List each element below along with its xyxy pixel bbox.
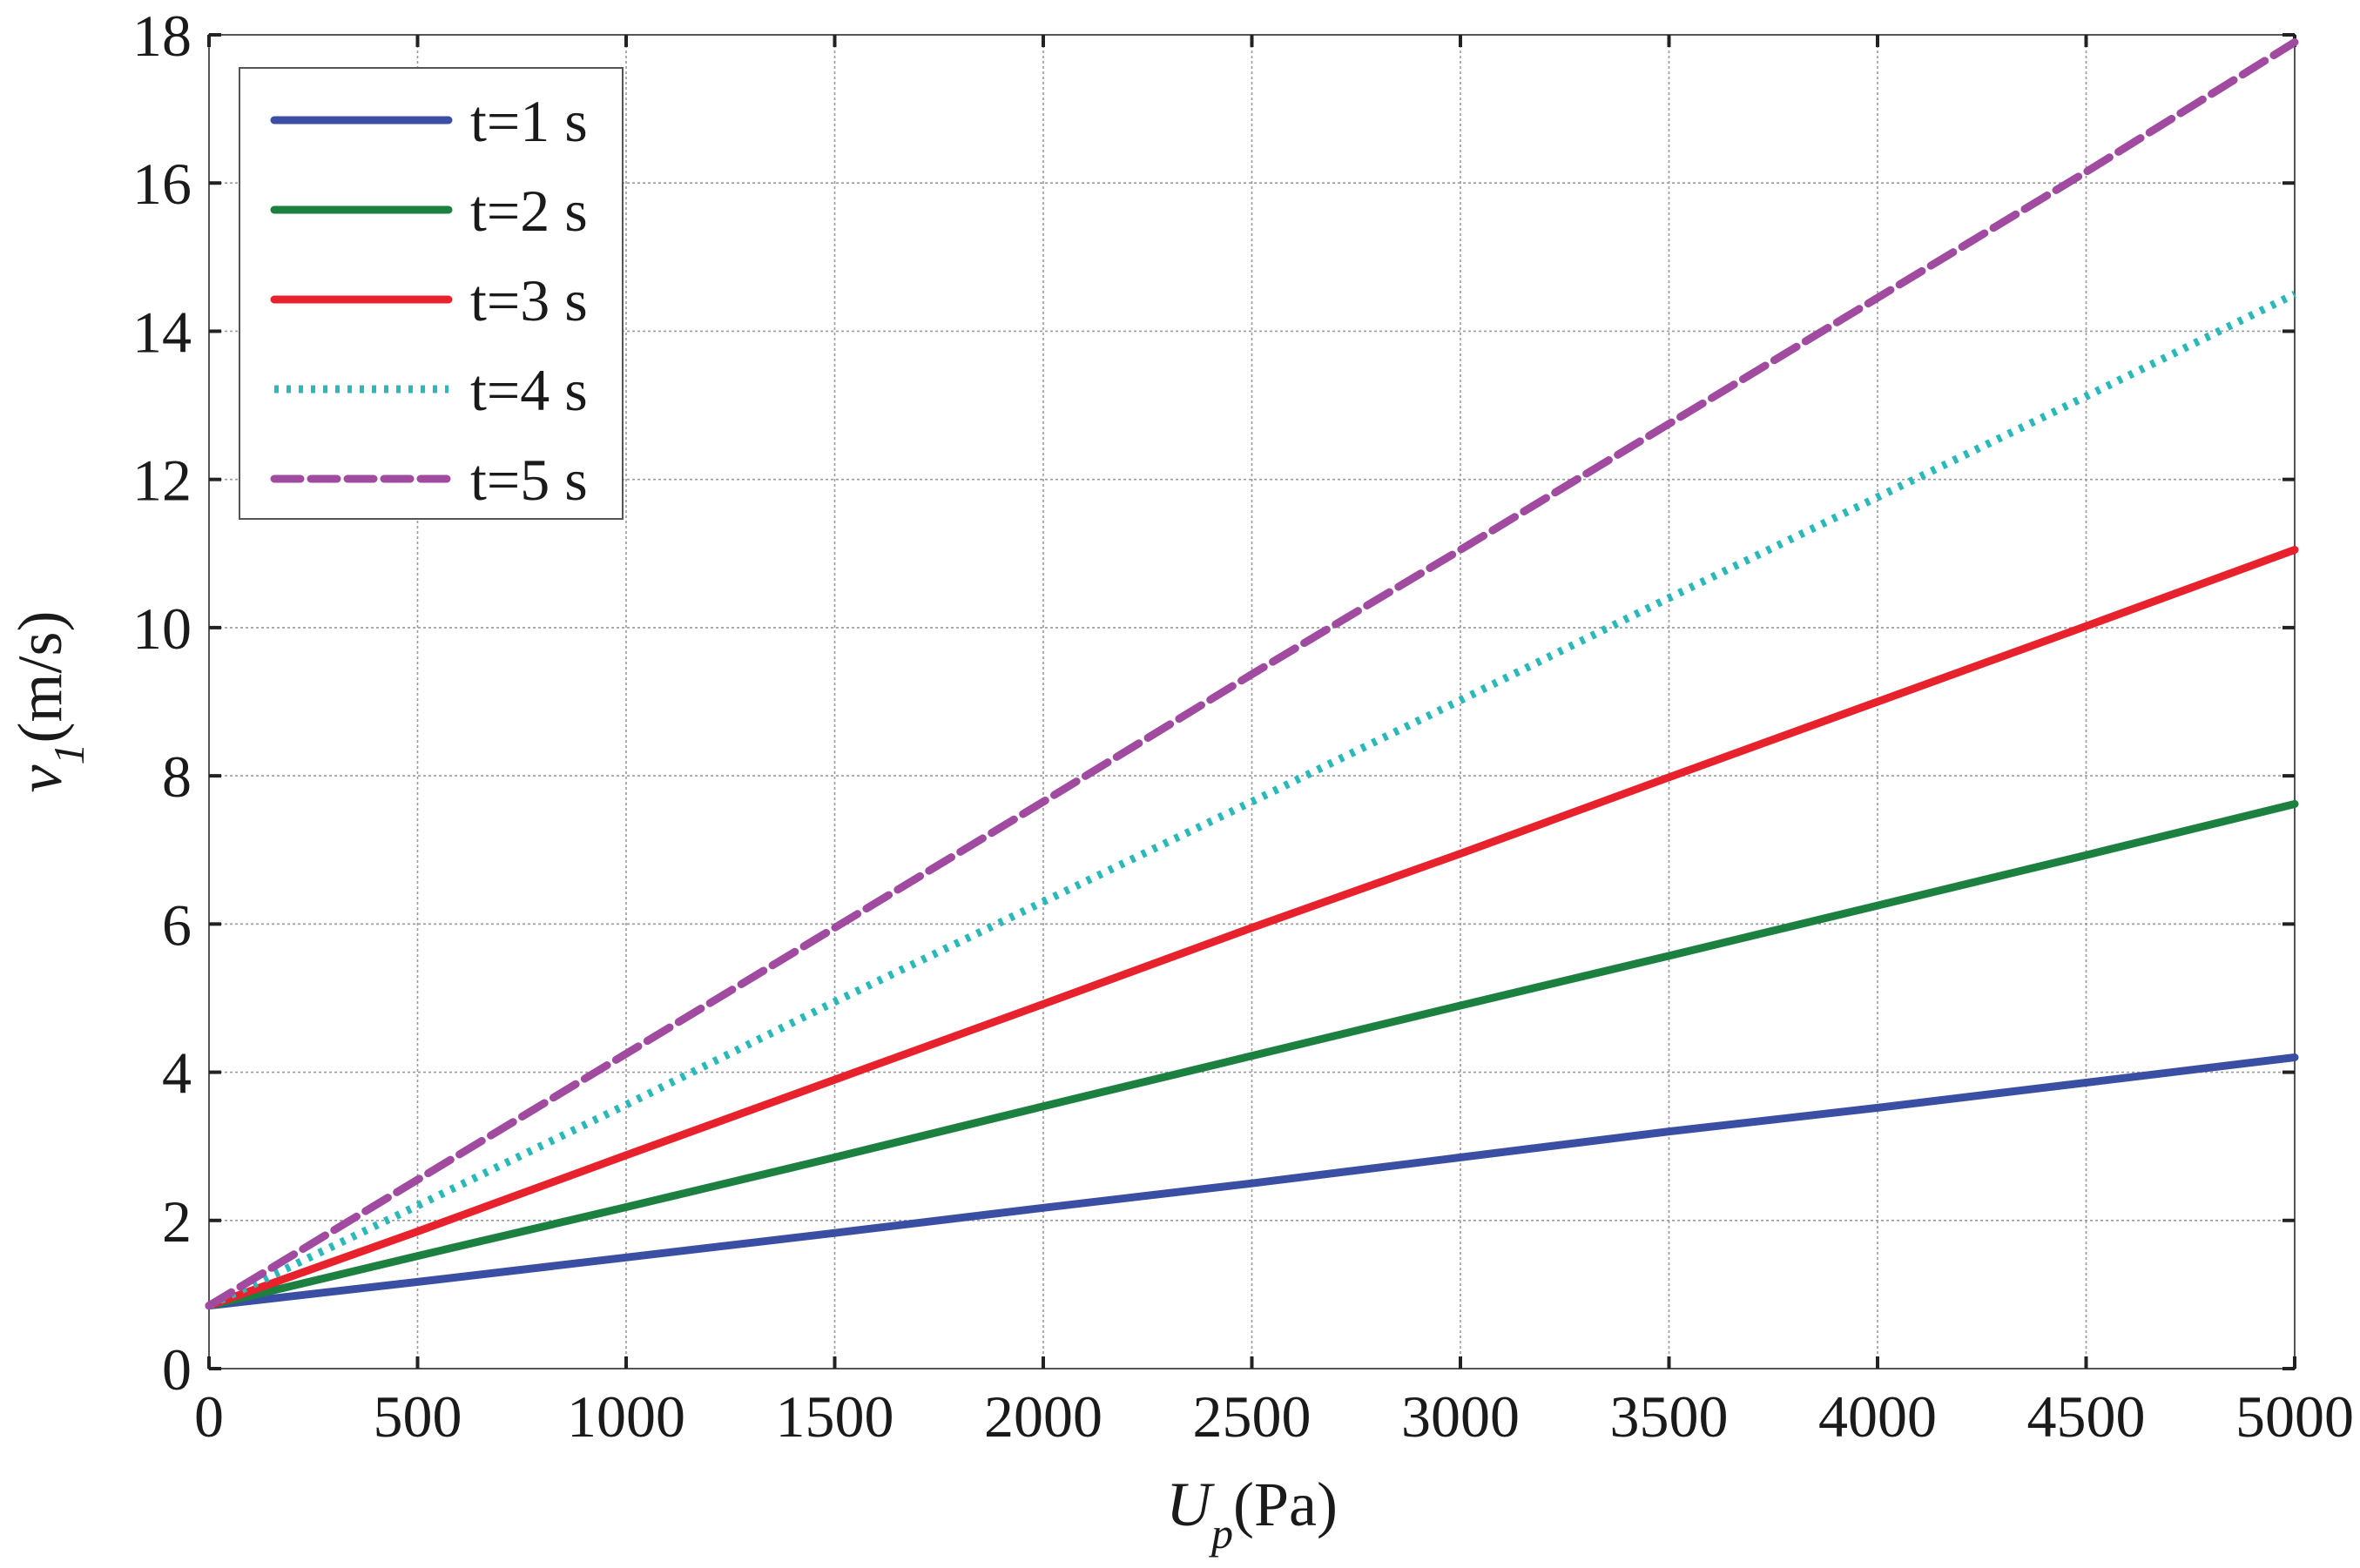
series-line: [205, 800, 2299, 1310]
legend-label: t=5 s: [470, 447, 588, 513]
legend-label: t=2 s: [470, 178, 588, 244]
legend-label: t=1 s: [470, 88, 588, 154]
x-tick-label: 5000: [2235, 1383, 2354, 1450]
x-axis-symbol: U: [1166, 1470, 1215, 1539]
x-tick-label: 3000: [1401, 1383, 1520, 1450]
y-tick-label: 6: [162, 892, 192, 958]
legend: t=1 s t=2 s t=3 s t=4 s t=5 s: [239, 67, 624, 520]
x-tick-label: 4000: [1818, 1383, 1937, 1450]
x-tick-label: 1500: [776, 1383, 894, 1450]
x-tick-label: 3500: [1610, 1383, 1729, 1450]
x-tick-label: 2500: [1193, 1383, 1311, 1450]
x-tick-labels: 0 500 1000 1500 2000 2500 3000 3500 4000 4500 5000: [194, 1383, 2354, 1450]
x-axis-subscript: p: [1209, 1509, 1233, 1558]
x-tick-label: 1000: [567, 1383, 685, 1450]
x-axis-title: Up(Pa): [1166, 1470, 1338, 1558]
y-axis-unit: (m/s): [5, 611, 75, 744]
legend-label: t=3 s: [470, 267, 588, 333]
y-tick-label: 12: [132, 448, 192, 514]
y-tick-label: 18: [132, 3, 192, 69]
series-line: [205, 38, 2299, 1310]
y-tick-label: 14: [132, 299, 192, 365]
y-tick-label: 8: [162, 744, 192, 810]
y-tick-labels: 0 2 4 6 8 10 12 14 16 18: [132, 3, 192, 1403]
legend-label: t=4 s: [470, 357, 588, 423]
y-tick-label: 0: [162, 1336, 192, 1403]
x-tick-label: 4500: [2027, 1383, 2146, 1450]
series-lines: [205, 38, 2299, 1310]
y-axis-symbol: v: [5, 764, 75, 792]
y-tick-label: 16: [132, 151, 192, 217]
legend-box: [239, 67, 624, 520]
y-tick-label: 2: [162, 1188, 192, 1255]
y-axis-title: v1(m/s): [5, 611, 93, 793]
series-line: [205, 546, 2299, 1310]
x-tick-label: 2000: [984, 1383, 1102, 1450]
x-axis-unit: (Pa): [1233, 1470, 1338, 1539]
y-tick-label: 4: [162, 1040, 192, 1107]
series-line: [205, 1053, 2299, 1310]
y-axis-subscript: 1: [44, 744, 93, 765]
series-line: [207, 290, 2296, 1309]
x-tick-label: 500: [374, 1383, 462, 1450]
y-tick-label: 10: [132, 596, 192, 662]
x-tick-label: 0: [194, 1383, 224, 1450]
